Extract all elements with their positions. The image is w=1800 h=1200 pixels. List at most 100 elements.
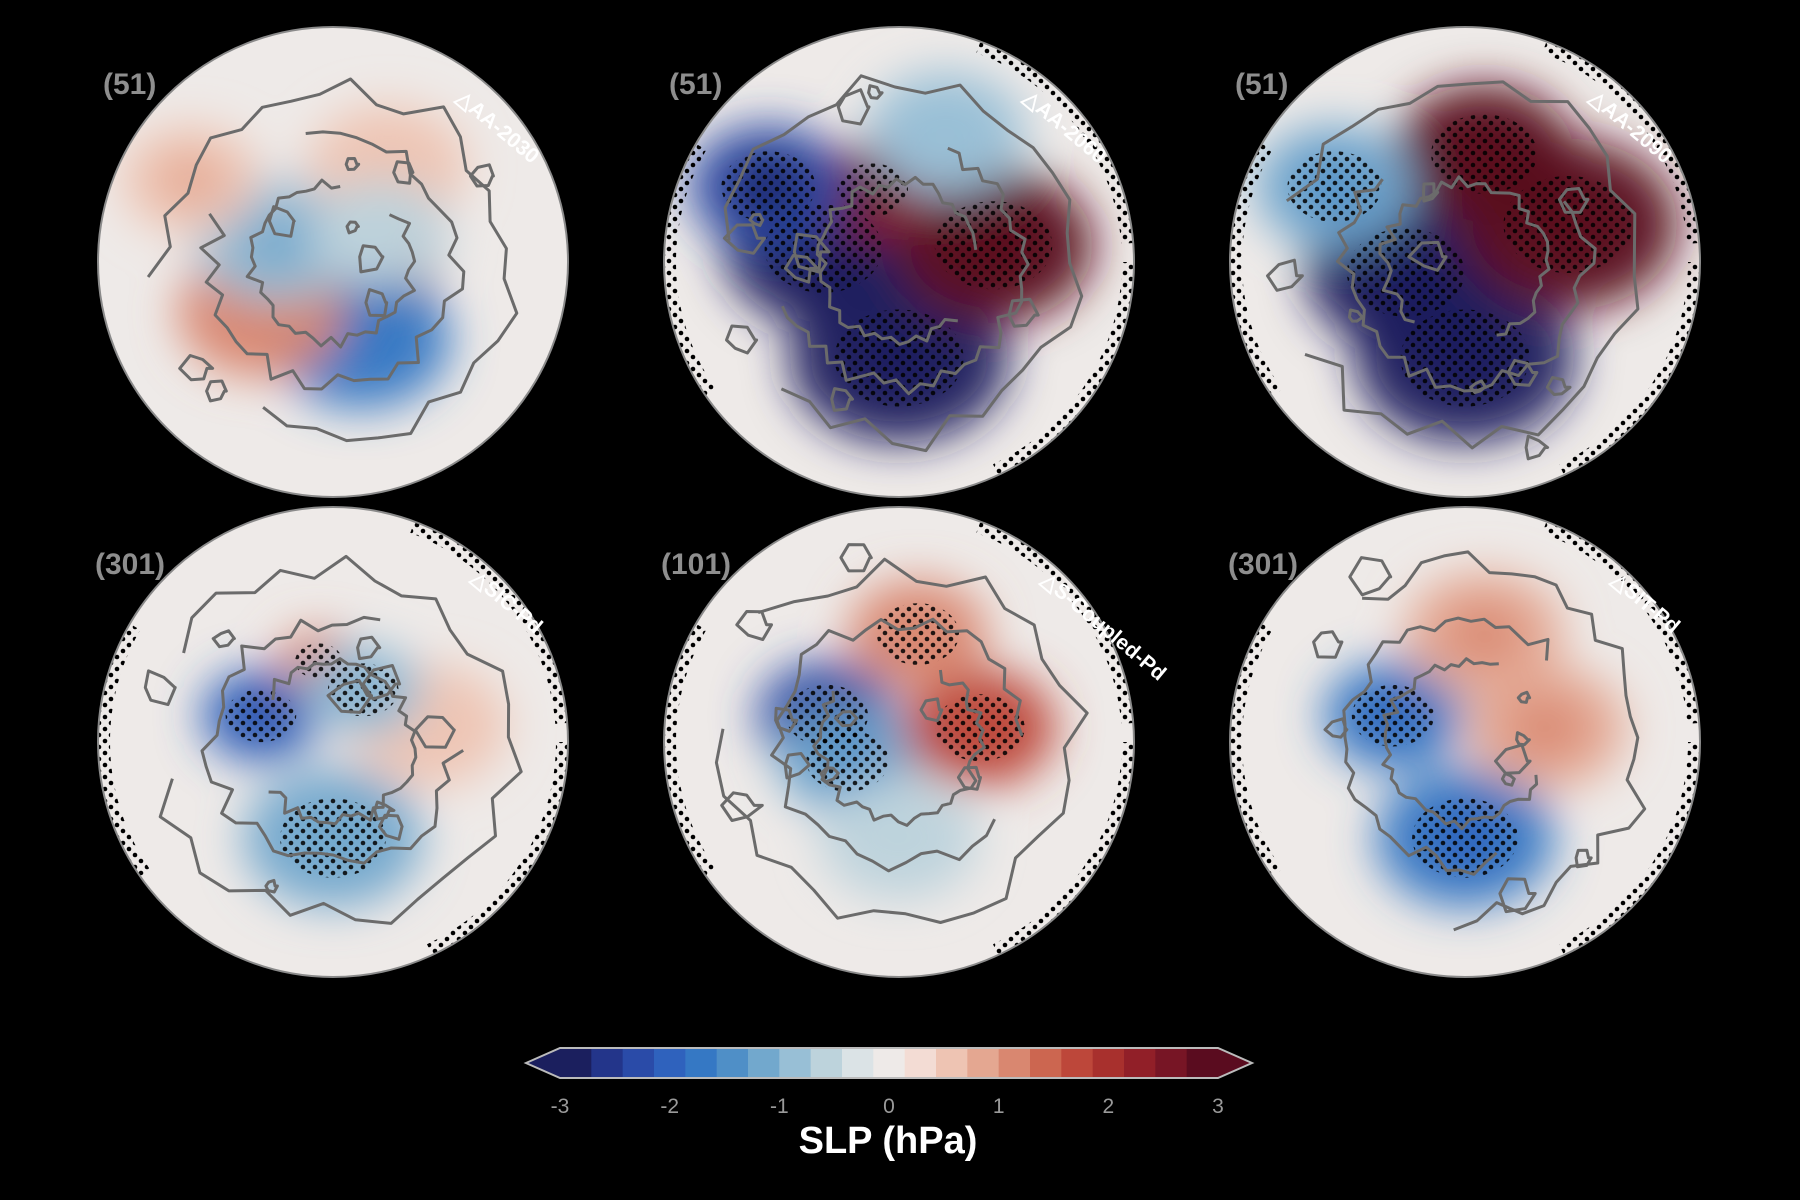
anomaly-core: [240, 213, 313, 270]
coastline: [819, 766, 840, 784]
colorbar-cell: [1061, 1048, 1094, 1078]
map-panel: (301)△SIC-Pd: [95, 506, 569, 978]
coastline: [722, 223, 766, 255]
coastline: [783, 254, 819, 284]
significance-stipple: [934, 201, 1053, 290]
significance-stipple-rim: [1230, 507, 1700, 977]
coastline: [834, 710, 859, 728]
coastline: [1266, 258, 1304, 292]
coastline: [714, 557, 1089, 924]
map-outline: [97, 26, 569, 498]
coastline: [326, 678, 373, 714]
map-panels: (51)△AA-2030(51)△AA-2060(51)△AA-2090(301…: [95, 26, 1701, 978]
significance-stipple-rim: [1230, 27, 1700, 497]
coastline: [211, 629, 236, 649]
coastline: [919, 697, 944, 723]
coastline: [815, 175, 978, 346]
significance-stipple: [764, 204, 883, 293]
colorbar: -3 -2 -1 0 1 2 3 SLP (hPa): [523, 1047, 1255, 1162]
coastline: [1494, 743, 1532, 775]
colorbar-tick-label: -3: [551, 1095, 570, 1118]
significance-stipple: [1287, 151, 1382, 222]
map-panel: (51)△AA-2030: [97, 26, 569, 498]
colorbar-cell: [1030, 1048, 1062, 1078]
colorbar-cell: [685, 1048, 718, 1078]
coastline: [792, 232, 831, 274]
coastline: [413, 715, 456, 749]
colorbar-cell: [560, 1048, 592, 1078]
coastline: [830, 387, 854, 412]
coastline: [1515, 731, 1531, 747]
colorbar-cell: [622, 1048, 655, 1078]
colorbar-title: SLP (hPa): [799, 1120, 978, 1162]
colorbar-cell: [591, 1048, 624, 1078]
coastline: [867, 84, 884, 100]
colorbar-cell: [873, 1048, 906, 1078]
colorbar-cells: [526, 1048, 1252, 1078]
coastline: [781, 146, 1030, 396]
anomaly-core: [1510, 699, 1582, 756]
coastline: [356, 635, 382, 661]
colorbar-cell: [842, 1048, 874, 1078]
significance-stipple: [225, 689, 297, 743]
coastline: [468, 163, 495, 188]
colorbar-cell: [716, 1048, 749, 1078]
coastline: [1500, 772, 1516, 787]
coastline: [748, 213, 765, 227]
colorbar-tick-label: -2: [660, 1095, 679, 1118]
map-panel: (301)△SIT-Pd: [1228, 506, 1701, 978]
anomaly-core: [1448, 606, 1520, 662]
colorbar-cell: [904, 1048, 937, 1078]
coastline: [1422, 182, 1440, 203]
coastline: [725, 324, 759, 355]
coastline: [264, 878, 279, 894]
colorbar-cell: [810, 1048, 843, 1078]
coastline: [1469, 379, 1487, 394]
colorbar-tick-label: -1: [770, 1095, 789, 1118]
map-outline: [1229, 506, 1701, 978]
coastline: [735, 610, 773, 641]
coastline: [146, 77, 519, 443]
coastline: [361, 664, 402, 701]
coastline: [774, 706, 799, 733]
coastline: [1342, 616, 1550, 876]
coastline: [178, 354, 215, 382]
colorbar-ticks: -3 -2 -1 0 1 2 3: [551, 1095, 1224, 1118]
coastline: [836, 88, 871, 126]
coastline: [143, 669, 177, 707]
colorbar-tick-label: 0: [883, 1095, 895, 1118]
colorbar-tick-label: 1: [993, 1095, 1005, 1118]
coastline: [1545, 376, 1572, 396]
coastline: [392, 160, 415, 185]
map-panel: (51)△AA-2090: [1229, 26, 1701, 498]
colorbar-cell: [748, 1048, 780, 1078]
colorbar-cell: [967, 1048, 1000, 1078]
coastline: [158, 554, 523, 925]
colorbar-tick-label: 2: [1102, 1095, 1114, 1118]
coastline: [1336, 178, 1597, 393]
coastline: [345, 220, 360, 235]
significance-stipple-rim: [664, 27, 1134, 497]
significance-stipple: [834, 309, 964, 407]
colorbar-cell: [654, 1048, 686, 1078]
coastline: [373, 800, 396, 821]
coastline: [839, 543, 873, 573]
coastline: [205, 379, 228, 403]
coastline: [770, 617, 1024, 873]
coastline: [1498, 877, 1537, 914]
map-outline: [663, 506, 1135, 978]
coastline: [1285, 80, 1640, 450]
colorbar-cell: [936, 1048, 968, 1078]
significance-stipple: [806, 730, 889, 792]
significance-stipple: [876, 603, 960, 665]
coastline: [344, 157, 361, 171]
coastline: [364, 288, 389, 318]
map-outline: [663, 26, 1135, 498]
anomaly-core: [863, 810, 935, 866]
colorbar-cell: [1092, 1048, 1125, 1078]
panel-count: (51): [1235, 68, 1288, 101]
map-disc: [98, 507, 568, 977]
coastline: [1312, 630, 1344, 659]
coastline: [1407, 240, 1448, 272]
